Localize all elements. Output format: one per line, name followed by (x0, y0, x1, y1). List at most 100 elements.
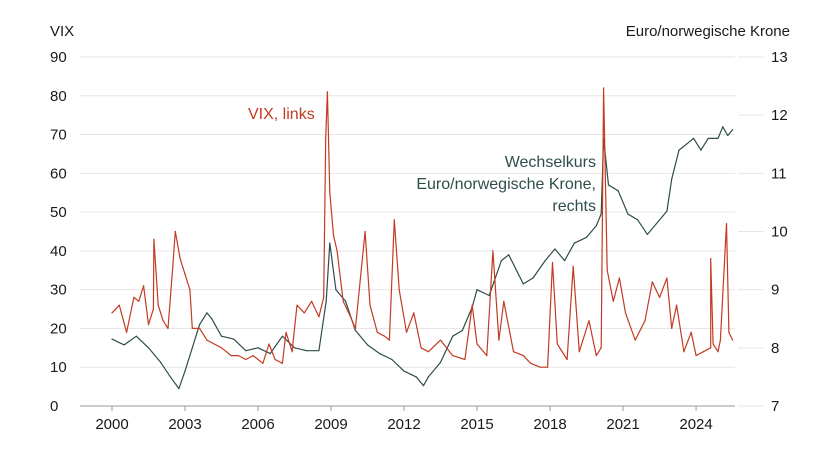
vix-point (476, 343, 478, 345)
nok-point (554, 248, 556, 250)
nok-point (659, 219, 661, 221)
nok-point (325, 300, 327, 302)
vix-point (728, 331, 730, 333)
vix-point (522, 355, 524, 357)
vix-point (329, 192, 331, 194)
nok-point (717, 137, 719, 139)
right-tick-label: 10 (771, 224, 788, 241)
left-tick-label: 40 (50, 243, 67, 260)
nok-point (403, 370, 405, 372)
nok-point (211, 318, 213, 320)
vix-point (133, 296, 135, 298)
vix-point (206, 339, 208, 341)
vix-point (157, 304, 159, 306)
nok-point (439, 361, 442, 363)
vix-point (291, 351, 293, 353)
nok-point (135, 335, 137, 337)
vix-point (376, 331, 378, 333)
nok-annotation-line-3: rechts (552, 198, 596, 215)
vix-point (318, 316, 320, 318)
nok-point (685, 143, 687, 145)
nok-point (169, 376, 171, 378)
vix-point (191, 327, 193, 329)
vix-point (498, 339, 500, 341)
vix-point (439, 339, 442, 341)
nok-point (544, 260, 546, 262)
vix-point (138, 300, 140, 302)
nok-point (206, 312, 208, 314)
nok-point (637, 219, 639, 221)
vix-point (578, 351, 580, 353)
nok-point (508, 254, 510, 256)
left-tick-label: 80 (50, 88, 67, 105)
vix-series (111, 87, 734, 368)
vix-point (551, 261, 554, 264)
vix-point (712, 343, 714, 345)
vix-point (464, 358, 466, 361)
vix-point (624, 312, 627, 314)
vix-point (179, 258, 181, 260)
x-tick-label: 2021 (606, 416, 639, 433)
vix-point (695, 355, 697, 357)
left-tick-label: 10 (50, 359, 67, 376)
nok-series (111, 126, 734, 390)
x-tick-label: 2024 (679, 416, 712, 433)
vix-point (349, 316, 352, 318)
vix-point (143, 285, 145, 287)
vix-point (126, 331, 128, 333)
nok-point (354, 329, 356, 331)
left-tick-label: 30 (50, 282, 67, 299)
nok-point (646, 233, 649, 235)
nok-point (727, 134, 729, 137)
nok-point (318, 350, 320, 352)
left-tick-label: 20 (50, 320, 67, 337)
vix-point (364, 230, 366, 233)
vix-point (285, 331, 287, 333)
vix-annotation: VIX, links (248, 106, 315, 123)
right-tick-label: 11 (771, 165, 787, 182)
vix-point (710, 347, 712, 349)
vix-point (588, 320, 590, 322)
axes: VIX Euro/norwegische Krone 0 10 20 30 40 50 60… (50, 23, 790, 433)
nok-point (617, 190, 619, 192)
vix-point (471, 304, 473, 306)
x-tick-label: 2012 (387, 416, 420, 433)
vix-point (274, 358, 276, 361)
vix-point (388, 339, 390, 341)
nok-point (722, 126, 724, 128)
vix-point (220, 347, 223, 349)
vix-point (325, 137, 327, 139)
vix-point (717, 351, 719, 353)
x-tick-label: 2000 (95, 416, 128, 433)
vix-point (393, 219, 395, 221)
vix-point (111, 312, 113, 314)
nok-point (345, 300, 347, 302)
vix-point (606, 269, 608, 271)
vix-point (671, 327, 673, 329)
right-tick-label: 9 (771, 282, 779, 299)
vix-point (398, 289, 400, 291)
nok-point (415, 376, 417, 378)
nok-point (707, 137, 709, 139)
nok-point (461, 329, 463, 331)
gridlines (80, 56, 764, 407)
vix-point (612, 300, 614, 302)
nok-point (199, 324, 201, 326)
nok-point (427, 376, 429, 378)
vix-point (332, 234, 335, 236)
nok-point (184, 370, 186, 372)
nok-point (257, 347, 259, 349)
vix-point (384, 335, 386, 337)
vix-point (452, 355, 454, 357)
left-axis-title: VIX (50, 23, 74, 40)
nok-point (329, 242, 331, 244)
nok-point (123, 344, 125, 346)
vix-point (659, 296, 661, 298)
vix-point (172, 265, 174, 267)
vix-point (702, 351, 705, 353)
vix-point (147, 324, 150, 326)
nok-annotation-line-2: Euro/norwegische Krone, (416, 176, 596, 193)
nok-point (573, 242, 576, 244)
vix-point (162, 320, 164, 322)
